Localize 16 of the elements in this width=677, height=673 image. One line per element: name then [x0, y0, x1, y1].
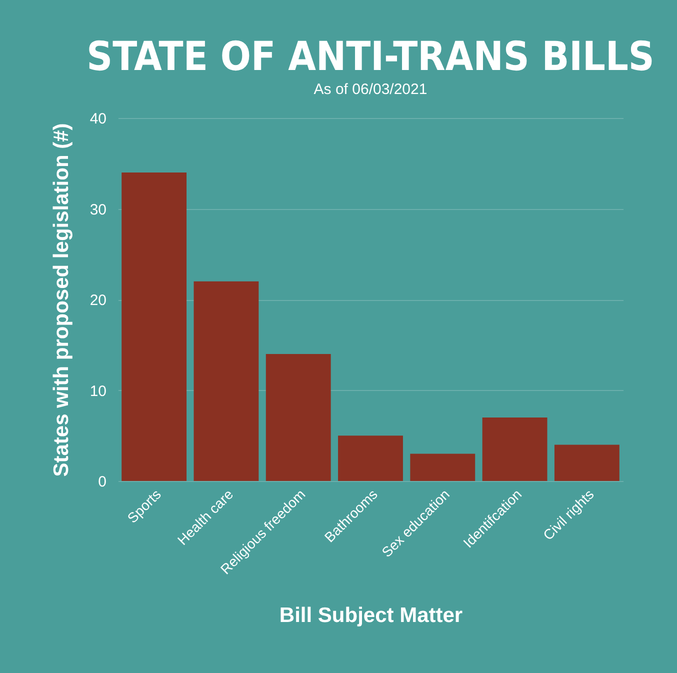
y-tick-label: 30	[90, 201, 106, 218]
chart-subtitle: As of 06/03/2021	[314, 81, 428, 98]
y-tick-label: 10	[90, 382, 106, 400]
bar	[122, 172, 187, 481]
y-tick-label: 20	[90, 292, 106, 309]
x-axis-title: Bill Subject Matter	[279, 604, 463, 628]
bar	[554, 444, 620, 481]
bar	[194, 281, 259, 481]
bar	[266, 354, 331, 481]
y-tick-label: 40	[90, 110, 106, 128]
chart-title: STATE OF ANTI-TRANS BILLS	[86, 34, 654, 80]
bar	[482, 417, 548, 481]
y-axis-title: States with proposed legislation (#)	[50, 123, 73, 477]
bar	[338, 436, 403, 481]
y-tick-label: 0	[98, 474, 106, 490]
bar	[410, 454, 476, 481]
